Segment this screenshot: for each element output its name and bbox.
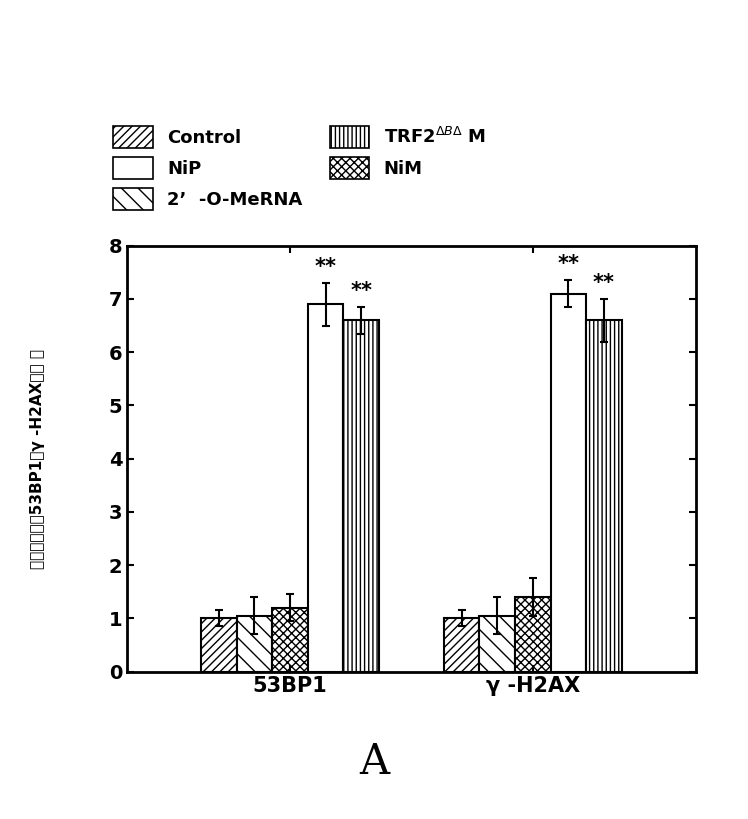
Bar	[307, 305, 343, 672]
Text: **: **	[350, 281, 372, 301]
Bar	[272, 608, 307, 672]
Bar	[236, 616, 272, 672]
Bar	[586, 320, 622, 672]
Text: **: **	[593, 273, 615, 292]
Bar	[479, 616, 515, 672]
Text: **: **	[557, 254, 579, 274]
Bar	[444, 618, 479, 672]
Bar	[201, 618, 236, 672]
Text: 与端粒结合的53BP1和γ -H2AX的比 例: 与端粒结合的53BP1和γ -H2AX的比 例	[30, 349, 45, 568]
Bar	[551, 294, 586, 672]
Text: **: **	[315, 256, 337, 277]
Text: A: A	[359, 740, 389, 783]
Legend: Control, NiP, 2’  -O-MeRNA, TRF2$^{\Delta B\Delta}$ M, NiM: Control, NiP, 2’ -O-MeRNA, TRF2$^{\Delta…	[108, 120, 491, 215]
Bar	[343, 320, 378, 672]
Bar	[515, 597, 551, 672]
